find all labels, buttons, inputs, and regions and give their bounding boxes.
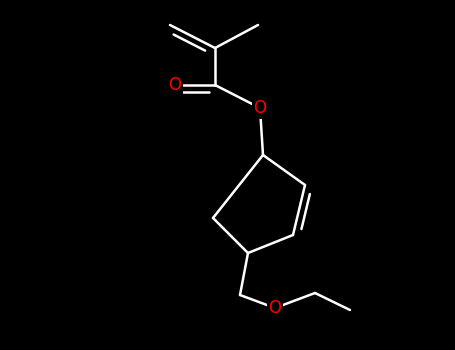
- Text: O: O: [168, 76, 182, 94]
- Text: O: O: [253, 99, 267, 117]
- Text: O: O: [268, 299, 282, 317]
